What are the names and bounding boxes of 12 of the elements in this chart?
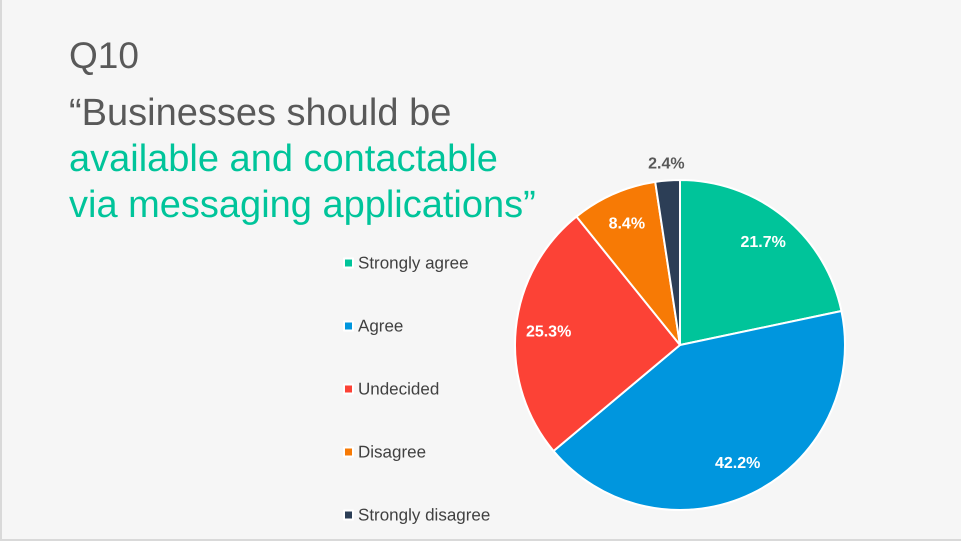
legend-label: Strongly agree [358,254,469,272]
data-label: 42.2% [715,455,760,472]
data-label: 21.7% [740,234,786,252]
chart-title: Q10 [69,35,139,76]
legend-label: Disagree [358,442,426,462]
data-label: 2.4% [648,156,685,173]
legend-label: Strongly disagree [358,506,490,524]
chart-subtitle: “Businesses should be available and contactable via messaging applications” [69,92,536,226]
data-label: 8.4% [608,216,646,233]
legend-label: Undecided [358,380,440,398]
data-label: 25.3% [526,324,572,341]
legend-label: Agree [358,316,404,336]
